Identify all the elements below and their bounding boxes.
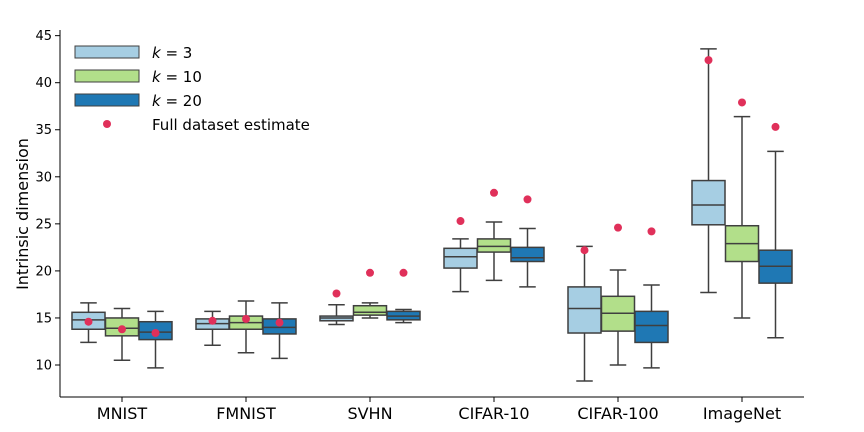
- box-cifar-100-series-0: [567, 245, 602, 382]
- box-mnist-series-2: [138, 310, 173, 369]
- plot-area: [71, 48, 793, 382]
- full-estimate-point-svhn-0: [332, 289, 341, 298]
- x-tick-label-fmnist: FMNIST: [216, 404, 276, 423]
- legend-swatch-0: [74, 45, 140, 59]
- legend-label-full-estimate: Full dataset estimate: [152, 116, 310, 134]
- y-tick-label: 15: [35, 311, 52, 326]
- box-imagenet-series-1: [724, 115, 760, 319]
- legend-marker-full-estimate: [103, 120, 111, 128]
- y-tick-label: 10: [35, 359, 52, 374]
- box-body: [634, 310, 669, 344]
- box-cifar-10-series-0: [443, 238, 478, 293]
- box-fmnist-series-1: [228, 300, 264, 354]
- full-estimate-point-mnist-0: [84, 317, 93, 326]
- legend-label-2: k = 20: [152, 92, 202, 110]
- full-estimate-point-imagenet-2: [771, 122, 780, 131]
- full-estimate-point-cifar-100-1: [614, 223, 622, 232]
- legend-label-1: k = 10: [152, 68, 202, 86]
- full-estimate-point-cifar-10-0: [456, 217, 465, 226]
- full-estimate-point-mnist-1: [118, 325, 126, 334]
- y-tick-label: 40: [35, 76, 52, 91]
- legend-label-0: k = 3: [152, 44, 192, 62]
- box-fmnist-series-2: [262, 302, 297, 360]
- box-body: [476, 238, 512, 253]
- full-estimate-point-cifar-100-0: [580, 246, 589, 255]
- box-svhn-series-2: [386, 308, 421, 324]
- box-imagenet-series-0: [691, 48, 726, 294]
- full-estimate-point-svhn-2: [399, 268, 408, 277]
- box-cifar-10-series-1: [476, 221, 512, 282]
- box-cifar-100-series-2: [634, 284, 669, 369]
- y-tick-label: 35: [35, 123, 52, 138]
- y-tick-label: 20: [35, 264, 52, 279]
- x-tick-label-mnist: MNIST: [97, 404, 148, 423]
- box-svhn-series-1: [352, 302, 388, 319]
- box-body: [510, 246, 545, 263]
- y-axis-label: Intrinsic dimension: [13, 138, 32, 290]
- box-mnist-series-1: [104, 307, 140, 362]
- y-tick-label: 45: [35, 29, 52, 44]
- y-tick-label: 25: [35, 217, 52, 232]
- full-estimate-point-fmnist-0: [208, 316, 217, 325]
- legend: k = 3 k = 10 k = 20 Full dataset estimate: [74, 44, 310, 134]
- full-estimate-point-cifar-10-2: [523, 195, 532, 204]
- axes: 10 15 20 25 30 35 40 45 MNIST FMNIST SVHN CIFAR-10 C…: [35, 29, 804, 423]
- box-body: [443, 247, 478, 269]
- full-estimate-point-svhn-1: [366, 268, 374, 277]
- x-tick-label-cifar-100: CIFAR-100: [577, 404, 658, 423]
- box-cifar-100-series-1: [600, 269, 636, 366]
- box-svhn-series-0: [319, 304, 354, 326]
- full-estimate-point-fmnist-2: [275, 318, 284, 327]
- x-tick-label-cifar-10: CIFAR-10: [458, 404, 529, 423]
- box-cifar-10-series-2: [510, 227, 545, 288]
- box-body: [567, 286, 602, 334]
- y-tick-label: 30: [35, 170, 52, 185]
- box-body: [352, 304, 388, 316]
- legend-swatch-1: [74, 69, 140, 83]
- x-tick-label-svhn: SVHN: [347, 404, 392, 423]
- box-body: [691, 179, 726, 226]
- x-tick-label-imagenet: ImageNet: [703, 404, 781, 423]
- full-estimate-point-fmnist-1: [242, 314, 250, 323]
- legend-swatch-2: [74, 93, 140, 107]
- full-estimate-point-mnist-2: [151, 329, 160, 338]
- full-estimate-point-cifar-100-2: [647, 227, 656, 236]
- box-fmnist-series-0: [195, 310, 230, 346]
- full-estimate-point-cifar-10-1: [490, 188, 498, 197]
- full-estimate-point-imagenet-1: [738, 98, 746, 107]
- full-estimate-point-imagenet-0: [704, 56, 713, 65]
- box-imagenet-series-2: [758, 150, 793, 339]
